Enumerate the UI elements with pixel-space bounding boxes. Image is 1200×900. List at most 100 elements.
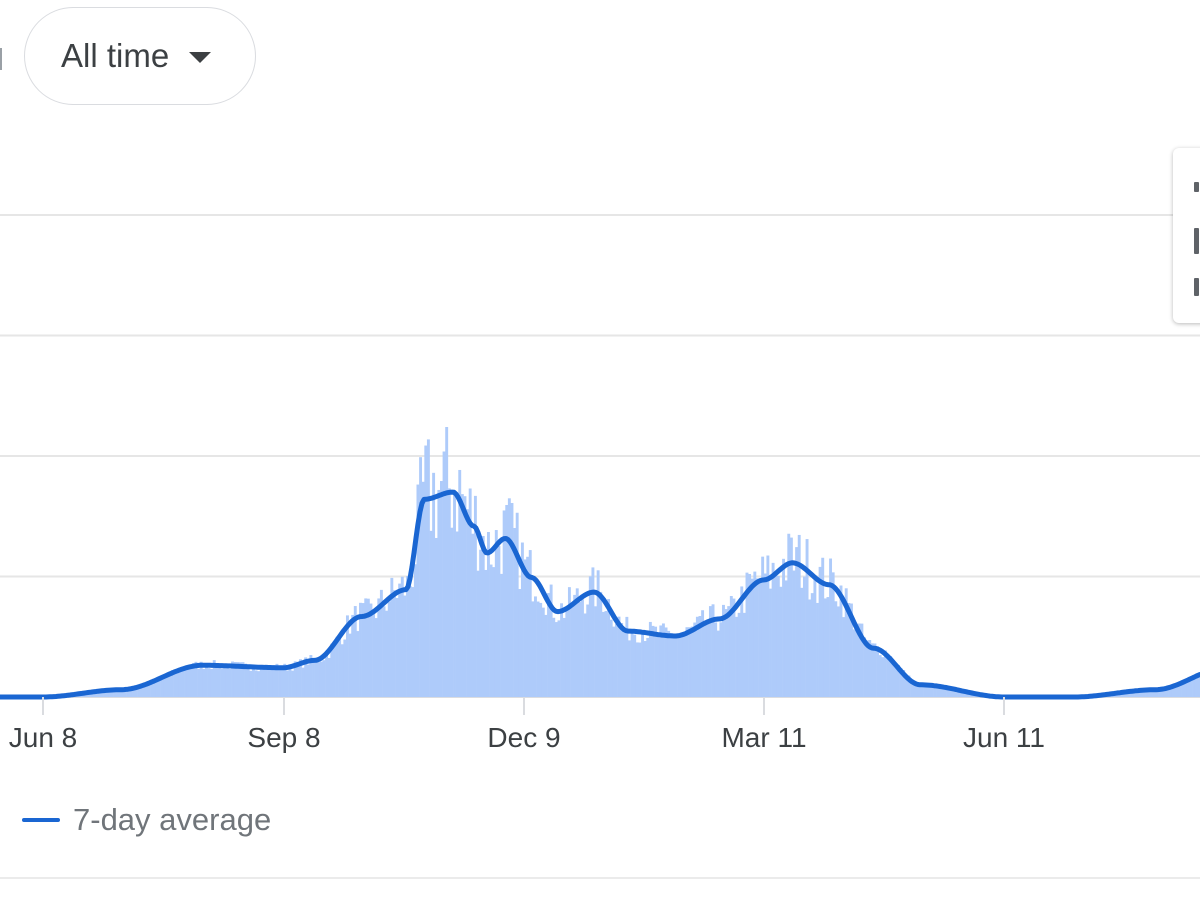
daily-bar bbox=[382, 606, 386, 697]
daily-bar bbox=[1147, 689, 1151, 697]
daily-bar bbox=[560, 603, 564, 697]
daily-bar bbox=[231, 661, 234, 697]
daily-bar bbox=[737, 612, 741, 697]
daily-bar bbox=[782, 558, 785, 697]
daily-bar bbox=[390, 577, 394, 697]
daily-bar bbox=[275, 663, 279, 697]
x-tick-label: Dec 9 bbox=[487, 722, 560, 753]
daily-bar bbox=[296, 663, 300, 697]
daily-bar bbox=[638, 642, 642, 697]
daily-bar bbox=[238, 662, 242, 697]
daily-bar bbox=[857, 623, 861, 697]
daily-bar bbox=[285, 670, 289, 697]
daily-bar bbox=[447, 488, 451, 697]
daily-bar bbox=[711, 604, 715, 697]
daily-bar bbox=[1179, 682, 1182, 697]
daily-bar bbox=[682, 631, 686, 697]
daily-bar bbox=[1197, 677, 1200, 697]
daily-bar bbox=[207, 668, 211, 697]
daily-bar bbox=[878, 655, 882, 697]
daily-bar bbox=[1137, 690, 1141, 697]
daily-bar bbox=[142, 685, 146, 697]
daily-bar bbox=[434, 537, 438, 697]
daily-bar bbox=[262, 669, 266, 697]
daily-bar bbox=[816, 602, 819, 697]
daily-bar bbox=[204, 665, 208, 697]
daily-bar bbox=[586, 604, 590, 697]
daily-bar bbox=[395, 597, 399, 697]
daily-bar bbox=[1173, 684, 1177, 697]
daily-bar bbox=[257, 671, 261, 697]
daily-bar bbox=[432, 472, 436, 697]
daily-bar bbox=[729, 596, 733, 697]
daily-bar bbox=[842, 617, 846, 697]
daily-bar bbox=[241, 662, 245, 697]
time-range-dropdown[interactable]: All time bbox=[24, 7, 256, 105]
daily-bar bbox=[654, 626, 658, 697]
daily-bar bbox=[758, 581, 762, 697]
daily-bar bbox=[1171, 685, 1175, 697]
daily-bar bbox=[348, 633, 352, 697]
daily-bar bbox=[466, 509, 470, 697]
daily-bar bbox=[419, 457, 423, 697]
daily-bar bbox=[155, 678, 159, 697]
daily-bar bbox=[126, 689, 130, 697]
daily-bar bbox=[818, 566, 822, 697]
daily-bar bbox=[902, 670, 906, 697]
daily-bar bbox=[460, 494, 464, 697]
daily-bar bbox=[753, 571, 757, 697]
daily-bar bbox=[298, 659, 302, 697]
daily-bar bbox=[844, 588, 848, 697]
daily-bar bbox=[959, 690, 963, 697]
daily-bar bbox=[813, 579, 817, 697]
daily-bar bbox=[453, 492, 456, 697]
daily-bar bbox=[675, 636, 678, 697]
daily-bar bbox=[160, 677, 164, 697]
daily-bar bbox=[455, 531, 459, 697]
daily-bar bbox=[575, 588, 579, 697]
daily-bar bbox=[165, 675, 169, 697]
daily-bar bbox=[220, 668, 224, 697]
daily-bar bbox=[831, 572, 835, 697]
daily-bar bbox=[698, 616, 702, 697]
daily-bar bbox=[1129, 691, 1133, 697]
daily-bar bbox=[413, 564, 417, 697]
daily-bar bbox=[492, 567, 496, 697]
daily-bar bbox=[554, 622, 558, 697]
daily-bar bbox=[646, 637, 650, 697]
daily-bar bbox=[150, 680, 154, 697]
daily-bar bbox=[722, 604, 725, 697]
daily-bar bbox=[129, 689, 133, 697]
daily-bar bbox=[724, 609, 728, 697]
chart-legend: 7-day average bbox=[22, 798, 271, 842]
daily-bar bbox=[583, 613, 587, 697]
daily-bar bbox=[719, 622, 723, 697]
daily-bar bbox=[891, 662, 895, 697]
daily-bar bbox=[144, 684, 148, 697]
daily-bar bbox=[800, 587, 804, 697]
daily-bar bbox=[821, 557, 825, 697]
daily-bar bbox=[406, 576, 409, 697]
daily-bar bbox=[304, 657, 308, 697]
daily-bar bbox=[364, 598, 368, 697]
daily-bar bbox=[494, 530, 498, 697]
daily-bar bbox=[936, 686, 940, 697]
daily-bar bbox=[424, 445, 428, 697]
daily-bar bbox=[124, 689, 127, 697]
daily-bar bbox=[920, 684, 924, 697]
daily-bar bbox=[881, 657, 885, 697]
daily-bar bbox=[105, 690, 109, 697]
daily-bar bbox=[894, 665, 898, 697]
daily-bar bbox=[463, 496, 467, 697]
daily-bar bbox=[139, 686, 143, 697]
daily-bar bbox=[648, 621, 652, 697]
daily-bar bbox=[742, 612, 746, 697]
daily-bar bbox=[178, 671, 182, 697]
daily-bar bbox=[776, 575, 780, 697]
bottom-divider bbox=[0, 877, 1200, 879]
daily-bar bbox=[502, 510, 506, 697]
daily-bar bbox=[416, 484, 420, 697]
daily-bar bbox=[1132, 691, 1135, 697]
